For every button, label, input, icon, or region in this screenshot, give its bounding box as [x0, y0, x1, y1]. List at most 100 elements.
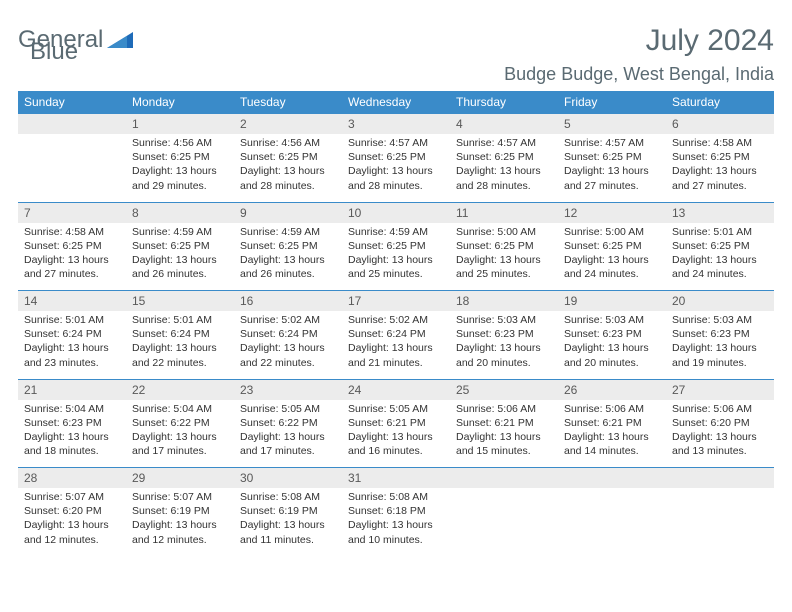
day-number: 11	[450, 202, 558, 223]
day-cell: Sunrise: 5:01 AMSunset: 6:24 PMDaylight:…	[18, 311, 126, 379]
sunrise-text: Sunrise: 4:59 AM	[132, 225, 228, 239]
daylight-text-1: Daylight: 13 hours	[24, 518, 120, 532]
sunset-text: Sunset: 6:23 PM	[672, 327, 768, 341]
day-cell: Sunrise: 4:58 AMSunset: 6:25 PMDaylight:…	[666, 134, 774, 202]
day-cell: Sunrise: 5:01 AMSunset: 6:25 PMDaylight:…	[666, 223, 774, 291]
daylight-text-1: Daylight: 13 hours	[132, 430, 228, 444]
day-cell: Sunrise: 5:06 AMSunset: 6:21 PMDaylight:…	[450, 400, 558, 468]
daylight-text-2: and 22 minutes.	[240, 356, 336, 370]
daylight-text-1: Daylight: 13 hours	[348, 430, 444, 444]
sunset-text: Sunset: 6:24 PM	[240, 327, 336, 341]
sunset-text: Sunset: 6:19 PM	[240, 504, 336, 518]
week-detail-row: Sunrise: 5:07 AMSunset: 6:20 PMDaylight:…	[18, 488, 774, 556]
sunset-text: Sunset: 6:23 PM	[456, 327, 552, 341]
sunset-text: Sunset: 6:19 PM	[132, 504, 228, 518]
day-number: 3	[342, 114, 450, 135]
sunrise-text: Sunrise: 5:04 AM	[132, 402, 228, 416]
weekday-sun: Sunday	[18, 91, 126, 114]
sunset-text: Sunset: 6:25 PM	[672, 150, 768, 164]
day-cell: Sunrise: 5:00 AMSunset: 6:25 PMDaylight:…	[558, 223, 666, 291]
daylight-text-1: Daylight: 13 hours	[132, 341, 228, 355]
daylight-text-1: Daylight: 13 hours	[240, 518, 336, 532]
sunrise-text: Sunrise: 4:57 AM	[348, 136, 444, 150]
sunrise-text: Sunrise: 4:56 AM	[240, 136, 336, 150]
sunrise-text: Sunrise: 5:04 AM	[24, 402, 120, 416]
sunrise-text: Sunrise: 5:01 AM	[672, 225, 768, 239]
daylight-text-2: and 16 minutes.	[348, 444, 444, 458]
calendar-table: Sunday Monday Tuesday Wednesday Thursday…	[18, 91, 774, 556]
sunrise-text: Sunrise: 4:59 AM	[348, 225, 444, 239]
day-number	[450, 468, 558, 489]
day-number: 16	[234, 291, 342, 312]
daylight-text-2: and 26 minutes.	[132, 267, 228, 281]
day-cell	[558, 488, 666, 556]
daylight-text-2: and 10 minutes.	[348, 533, 444, 547]
location-text: Budge Budge, West Bengal, India	[18, 64, 774, 85]
sunset-text: Sunset: 6:24 PM	[132, 327, 228, 341]
week-daynum-row: 21222324252627	[18, 379, 774, 400]
sunrise-text: Sunrise: 5:07 AM	[24, 490, 120, 504]
sunrise-text: Sunrise: 5:00 AM	[564, 225, 660, 239]
daylight-text-1: Daylight: 13 hours	[240, 341, 336, 355]
day-cell: Sunrise: 5:05 AMSunset: 6:21 PMDaylight:…	[342, 400, 450, 468]
sunset-text: Sunset: 6:21 PM	[564, 416, 660, 430]
daylight-text-2: and 25 minutes.	[348, 267, 444, 281]
daylight-text-2: and 28 minutes.	[348, 179, 444, 193]
calendar-body: 123456Sunrise: 4:56 AMSunset: 6:25 PMDay…	[18, 114, 774, 557]
sunset-text: Sunset: 6:22 PM	[132, 416, 228, 430]
daylight-text-2: and 15 minutes.	[456, 444, 552, 458]
sunrise-text: Sunrise: 5:01 AM	[24, 313, 120, 327]
calendar-header: Sunday Monday Tuesday Wednesday Thursday…	[18, 91, 774, 114]
daylight-text-1: Daylight: 13 hours	[456, 430, 552, 444]
daylight-text-2: and 25 minutes.	[456, 267, 552, 281]
daylight-text-2: and 28 minutes.	[456, 179, 552, 193]
daylight-text-1: Daylight: 13 hours	[24, 430, 120, 444]
day-cell: Sunrise: 5:04 AMSunset: 6:22 PMDaylight:…	[126, 400, 234, 468]
daylight-text-1: Daylight: 13 hours	[240, 164, 336, 178]
day-number: 19	[558, 291, 666, 312]
sunset-text: Sunset: 6:23 PM	[564, 327, 660, 341]
day-number	[18, 114, 126, 135]
sunrise-text: Sunrise: 5:06 AM	[564, 402, 660, 416]
daylight-text-1: Daylight: 13 hours	[564, 430, 660, 444]
daylight-text-2: and 17 minutes.	[240, 444, 336, 458]
day-cell: Sunrise: 4:59 AMSunset: 6:25 PMDaylight:…	[234, 223, 342, 291]
sunset-text: Sunset: 6:25 PM	[348, 239, 444, 253]
sunrise-text: Sunrise: 5:08 AM	[240, 490, 336, 504]
sunset-text: Sunset: 6:18 PM	[348, 504, 444, 518]
daylight-text-1: Daylight: 13 hours	[672, 341, 768, 355]
daylight-text-2: and 13 minutes.	[672, 444, 768, 458]
day-number: 14	[18, 291, 126, 312]
sunrise-text: Sunrise: 5:07 AM	[132, 490, 228, 504]
weekday-fri: Friday	[558, 91, 666, 114]
sunrise-text: Sunrise: 4:58 AM	[24, 225, 120, 239]
day-number: 29	[126, 468, 234, 489]
sunset-text: Sunset: 6:21 PM	[456, 416, 552, 430]
daylight-text-2: and 27 minutes.	[24, 267, 120, 281]
day-cell: Sunrise: 5:02 AMSunset: 6:24 PMDaylight:…	[342, 311, 450, 379]
sunrise-text: Sunrise: 5:03 AM	[672, 313, 768, 327]
day-number: 9	[234, 202, 342, 223]
daylight-text-2: and 20 minutes.	[564, 356, 660, 370]
sunrise-text: Sunrise: 5:08 AM	[348, 490, 444, 504]
daylight-text-2: and 26 minutes.	[240, 267, 336, 281]
day-number: 13	[666, 202, 774, 223]
daylight-text-1: Daylight: 13 hours	[132, 518, 228, 532]
daylight-text-2: and 23 minutes.	[24, 356, 120, 370]
week-detail-row: Sunrise: 4:56 AM Sunset: 6:25 PM Daylight:…	[18, 134, 774, 202]
sunrise-text: Sunrise: 4:57 AM	[456, 136, 552, 150]
weekday-sat: Saturday	[666, 91, 774, 114]
day-number	[666, 468, 774, 489]
daylight-text-2: and 19 minutes.	[672, 356, 768, 370]
day-cell: Sunrise: 5:02 AMSunset: 6:24 PMDaylight:…	[234, 311, 342, 379]
sunrise-text: Sunrise: 5:06 AM	[672, 402, 768, 416]
daylight-text-1: Daylight: 13 hours	[456, 341, 552, 355]
day-number: 23	[234, 379, 342, 400]
day-number: 15	[126, 291, 234, 312]
daylight-text-2: and 24 minutes.	[564, 267, 660, 281]
daylight-text-1: Daylight: 13 hours	[456, 164, 552, 178]
day-number: 10	[342, 202, 450, 223]
daylight-text-2: and 28 minutes.	[240, 179, 336, 193]
day-cell: Sunrise: 5:04 AMSunset: 6:23 PMDaylight:…	[18, 400, 126, 468]
sunrise-text: Sunrise: 5:02 AM	[240, 313, 336, 327]
